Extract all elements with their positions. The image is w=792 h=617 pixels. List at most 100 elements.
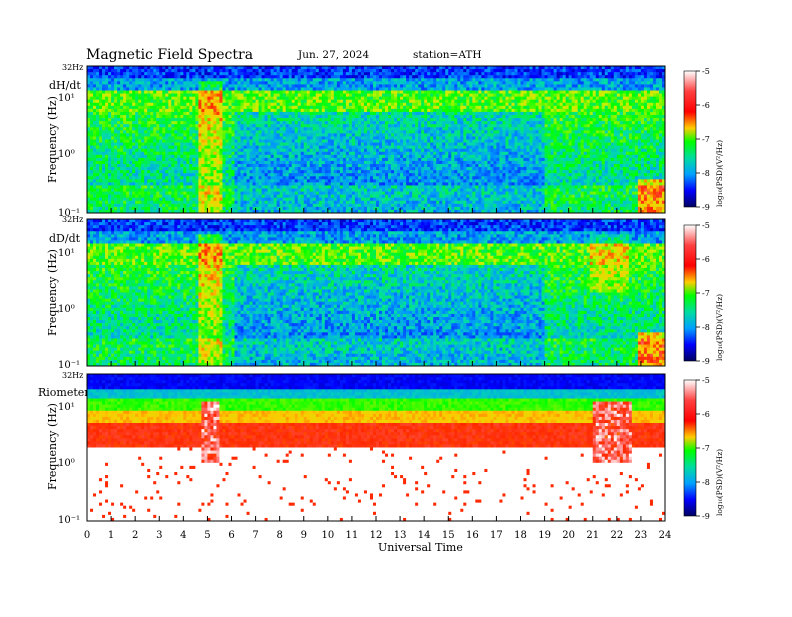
heatmap-cell bbox=[186, 100, 189, 103]
heatmap-cell bbox=[376, 204, 379, 207]
heatmap-cell bbox=[397, 185, 400, 188]
heatmap-cell bbox=[144, 195, 147, 198]
heatmap-cell bbox=[376, 195, 379, 198]
heatmap-cell bbox=[123, 112, 126, 115]
heatmap-cell bbox=[274, 127, 277, 130]
heatmap-cell bbox=[232, 124, 235, 127]
heatmap-cell bbox=[219, 75, 222, 78]
heatmap-cell bbox=[99, 78, 102, 81]
heatmap-cell bbox=[99, 106, 102, 109]
heatmap-cell bbox=[204, 112, 207, 115]
heatmap-cell bbox=[280, 201, 283, 204]
heatmap-cell bbox=[141, 179, 144, 182]
heatmap-cell bbox=[322, 204, 325, 207]
heatmap-cell bbox=[259, 97, 262, 100]
heatmap-cell bbox=[228, 106, 231, 109]
heatmap-cell bbox=[235, 97, 238, 100]
heatmap-cell bbox=[286, 185, 289, 188]
heatmap-cell bbox=[232, 112, 235, 115]
heatmap-cell bbox=[286, 121, 289, 124]
heatmap-cell bbox=[352, 195, 355, 198]
heatmap-cell bbox=[379, 140, 382, 143]
heatmap-cell bbox=[325, 155, 328, 158]
heatmap-cell bbox=[397, 170, 400, 173]
heatmap-cell bbox=[219, 140, 222, 143]
heatmap-cell bbox=[150, 207, 153, 210]
heatmap-cell bbox=[301, 140, 304, 143]
heatmap-cell bbox=[253, 133, 256, 136]
heatmap-cell bbox=[102, 84, 105, 87]
heatmap-cell bbox=[268, 140, 271, 143]
heatmap-cell bbox=[271, 121, 274, 124]
heatmap-cell bbox=[265, 149, 268, 152]
heatmap-cell bbox=[259, 170, 262, 173]
heatmap-cell bbox=[195, 149, 198, 152]
heatmap-cell bbox=[138, 94, 141, 97]
heatmap-cell bbox=[265, 106, 268, 109]
heatmap-cell bbox=[244, 87, 247, 90]
heatmap-cell bbox=[144, 167, 147, 170]
heatmap-cell bbox=[180, 106, 183, 109]
heatmap-cell bbox=[385, 192, 388, 195]
heatmap-cell bbox=[135, 204, 138, 207]
heatmap-cell bbox=[379, 192, 382, 195]
heatmap-cell bbox=[96, 207, 99, 210]
heatmap-cell bbox=[262, 182, 265, 185]
heatmap-cell bbox=[111, 66, 114, 69]
heatmap-cell bbox=[156, 91, 159, 94]
heatmap-cell bbox=[93, 182, 96, 185]
heatmap-cell bbox=[180, 170, 183, 173]
heatmap-cell bbox=[126, 207, 129, 210]
heatmap-cell bbox=[120, 115, 123, 118]
heatmap-cell bbox=[117, 204, 120, 207]
heatmap-cell bbox=[165, 164, 168, 167]
heatmap-cell bbox=[90, 118, 93, 121]
heatmap-cell bbox=[355, 136, 358, 139]
heatmap-cell bbox=[292, 152, 295, 155]
heatmap-cell bbox=[322, 192, 325, 195]
heatmap-cell bbox=[138, 182, 141, 185]
heatmap-cell bbox=[156, 158, 159, 161]
heatmap-cell bbox=[388, 189, 391, 192]
heatmap-cell bbox=[201, 124, 204, 127]
heatmap-cell bbox=[195, 143, 198, 146]
heatmap-cell bbox=[340, 100, 343, 103]
heatmap-cell bbox=[144, 155, 147, 158]
heatmap-cell bbox=[171, 81, 174, 84]
heatmap-cell bbox=[268, 81, 271, 84]
heatmap-cell bbox=[370, 195, 373, 198]
heatmap-cell bbox=[96, 94, 99, 97]
heatmap-cell bbox=[322, 158, 325, 161]
heatmap-cell bbox=[313, 69, 316, 72]
heatmap-cell bbox=[322, 69, 325, 72]
heatmap-cell bbox=[238, 97, 241, 100]
heatmap-cell bbox=[108, 127, 111, 130]
heatmap-cell bbox=[156, 124, 159, 127]
heatmap-cell bbox=[364, 149, 367, 152]
heatmap-cell bbox=[219, 161, 222, 164]
heatmap-cell bbox=[147, 173, 150, 176]
heatmap-cell bbox=[147, 78, 150, 81]
heatmap-cell bbox=[120, 164, 123, 167]
heatmap-cell bbox=[253, 146, 256, 149]
heatmap-cell bbox=[262, 106, 265, 109]
heatmap-cell bbox=[289, 127, 292, 130]
heatmap-cell bbox=[228, 167, 231, 170]
heatmap-cell bbox=[283, 100, 286, 103]
heatmap-cell bbox=[201, 158, 204, 161]
heatmap-cell bbox=[274, 87, 277, 90]
heatmap-cell bbox=[277, 136, 280, 139]
heatmap-cell bbox=[337, 143, 340, 146]
heatmap-cell bbox=[358, 72, 361, 75]
heatmap-cell bbox=[235, 103, 238, 106]
heatmap-cell bbox=[364, 66, 367, 69]
heatmap-cell bbox=[286, 84, 289, 87]
heatmap-cell bbox=[262, 75, 265, 78]
heatmap-cell bbox=[129, 149, 132, 152]
heatmap-cell bbox=[210, 204, 213, 207]
heatmap-cell bbox=[204, 130, 207, 133]
heatmap-cell bbox=[213, 97, 216, 100]
heatmap-cell bbox=[177, 185, 180, 188]
heatmap-cell bbox=[274, 75, 277, 78]
heatmap-cell bbox=[108, 78, 111, 81]
